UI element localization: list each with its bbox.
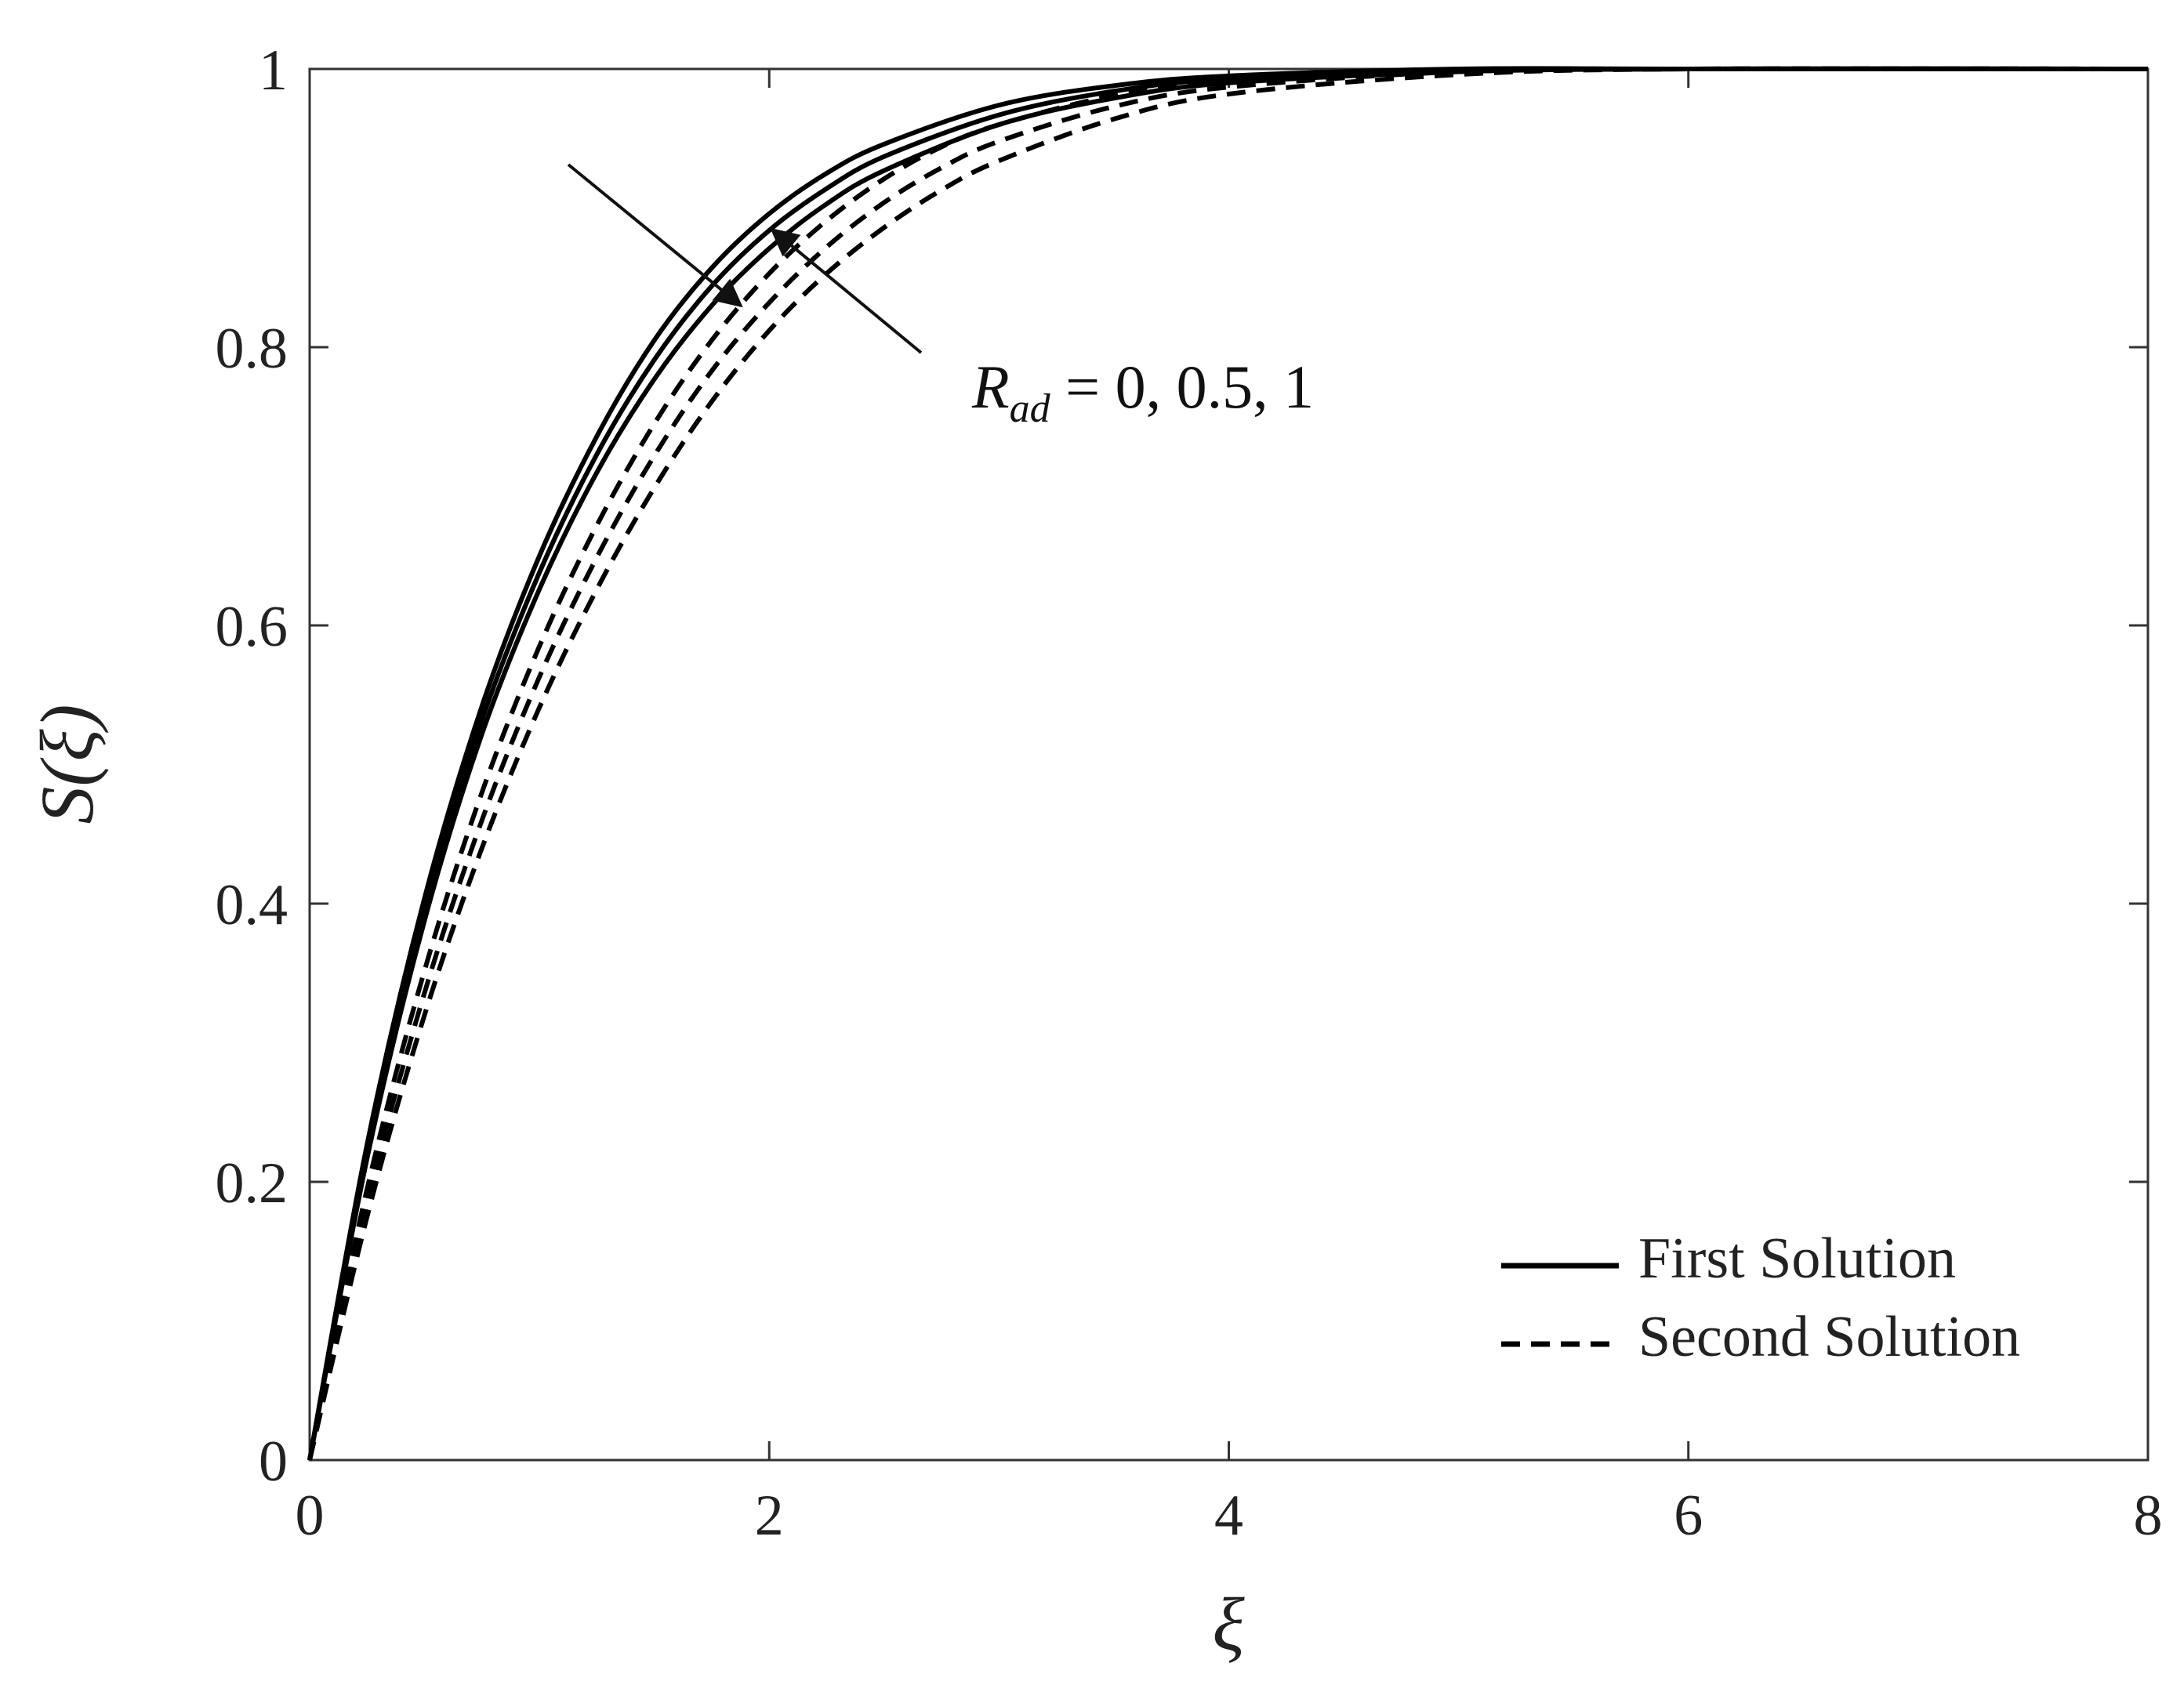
- y-tick-label: 0.6: [216, 595, 288, 659]
- y-tick-label: 1: [259, 38, 288, 103]
- x-axis-label: ξ: [1212, 1582, 1245, 1666]
- y-tick-label: 0.8: [216, 317, 288, 381]
- legend: First Solution Second Solution: [1501, 1227, 2020, 1369]
- annotation-values: = 0, 0.5, 1: [1050, 353, 1315, 421]
- axis-ticks: [308, 67, 2150, 1462]
- y-tick-label: 0: [259, 1430, 288, 1494]
- y-axis-label: S(ξ): [25, 704, 109, 824]
- x-tick-label: 4: [1214, 1484, 1243, 1548]
- legend-label-second: Second Solution: [1638, 1305, 2020, 1369]
- x-tick-label: 2: [755, 1484, 784, 1548]
- legend-label-first: First Solution: [1638, 1227, 1956, 1291]
- x-tick-label: 8: [2134, 1484, 2163, 1548]
- annotation-label: Rad = 0, 0.5, 1: [971, 353, 1314, 431]
- tick-labels: 0 2 4 6 8 0 0.2 0.4 0.6 0.8 1: [216, 38, 2163, 1548]
- y-tick-label: 0.2: [216, 1151, 288, 1216]
- annotation-arrow-down: [567, 163, 743, 308]
- second-solution-line-5: [307, 66, 2149, 1461]
- y-tick-label: 0.4: [216, 873, 288, 937]
- second-solution-line-4: [307, 66, 2149, 1461]
- annotation-arrow-up: [770, 227, 923, 354]
- annotation-symbol: R: [971, 353, 1010, 421]
- x-tick-label: 0: [296, 1484, 325, 1548]
- x-tick-label: 6: [1674, 1484, 1703, 1548]
- plot-area: [308, 67, 2150, 1462]
- annotation-subscript: ad: [1010, 386, 1051, 431]
